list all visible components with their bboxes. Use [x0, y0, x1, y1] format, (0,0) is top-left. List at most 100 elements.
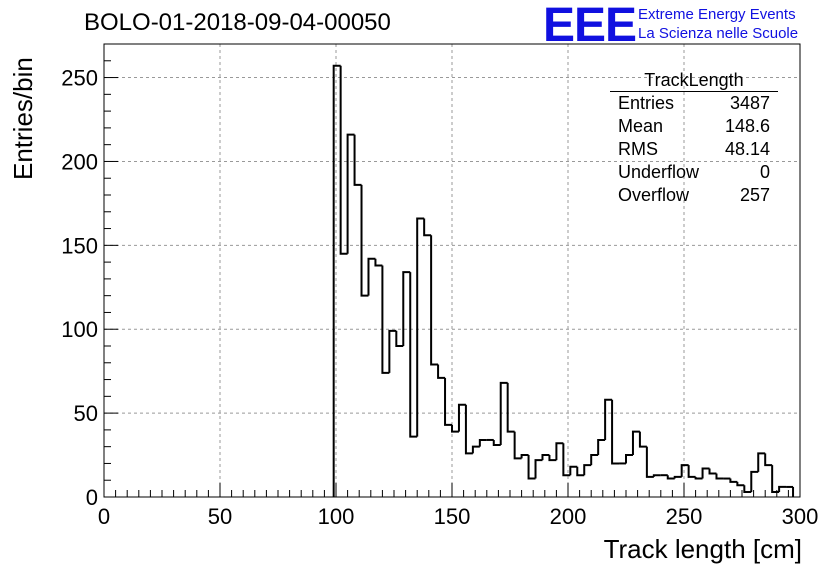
- y-tick-label: 0: [86, 485, 98, 510]
- histogram-bin: [715, 473, 724, 480]
- stats-title: TrackLength: [610, 70, 778, 92]
- histogram-bin: [527, 455, 536, 480]
- histogram-bin: [520, 454, 529, 459]
- stats-row-rms: RMS 48.14: [610, 138, 778, 161]
- histogram-bin: [332, 64, 341, 497]
- histogram-bin: [729, 478, 738, 483]
- histogram-bin: [534, 459, 543, 479]
- stats-value: 0: [759, 162, 770, 182]
- histogram-bin: [555, 442, 564, 461]
- histogram-bin: [444, 377, 452, 426]
- stats-value: 48.14: [724, 139, 770, 159]
- grid-lines: [104, 44, 800, 497]
- histogram-bin: [645, 446, 654, 478]
- histogram-bin: [625, 454, 633, 464]
- histogram-bin: [478, 438, 487, 447]
- histogram-bin: [708, 468, 717, 475]
- run-title: BOLO-01-2018-09-04-00050: [84, 9, 391, 36]
- histogram-bin: [673, 475, 682, 479]
- stats-row-mean: Mean 148.6: [610, 115, 778, 138]
- histogram-bin: [750, 470, 759, 492]
- x-tick-label: 300: [782, 504, 819, 529]
- stats-row-underflow: Underflow 0: [610, 161, 778, 184]
- histogram-bin: [451, 424, 459, 433]
- histogram-bin: [506, 382, 515, 433]
- histogram-bin: [666, 475, 675, 480]
- histogram-bin: [395, 330, 404, 347]
- histogram-bin: [590, 454, 599, 466]
- logo-line-1: Extreme Energy Events: [638, 6, 796, 23]
- histogram-bin: [757, 452, 766, 472]
- histogram-bin: [464, 404, 473, 455]
- stats-label: Overflow: [618, 185, 690, 205]
- x-tick-label: 150: [434, 504, 471, 529]
- histogram-bin: [680, 464, 689, 477]
- y-tick-label: 150: [61, 233, 98, 258]
- histogram-bin: [631, 430, 640, 456]
- histogram-bin: [457, 403, 466, 432]
- y-axis-label: Entries/bin: [8, 57, 38, 180]
- histogram-bin: [638, 431, 647, 448]
- histogram-bin: [576, 466, 585, 477]
- histogram-bin: [604, 398, 613, 440]
- stats-label: RMS: [618, 139, 658, 159]
- histogram-bin: [423, 218, 432, 237]
- stats-row-entries: Entries 3487: [610, 92, 778, 115]
- histogram-bin: [764, 453, 773, 467]
- histogram-bin: [492, 439, 501, 446]
- histogram-bin: [388, 329, 397, 373]
- histogram-bin: [562, 443, 571, 477]
- histogram-bin: [402, 271, 411, 346]
- axis-ticks: [103, 43, 801, 498]
- histogram-bin: [597, 438, 606, 456]
- stats-value: 3487: [729, 93, 770, 113]
- histogram-bin: [694, 476, 703, 480]
- histogram-bin: [360, 184, 369, 297]
- stats-label: Mean: [618, 116, 664, 136]
- histogram-bin: [611, 399, 620, 465]
- x-tick-label: 200: [550, 504, 587, 529]
- histogram-bin: [736, 481, 745, 487]
- y-tick-label: 200: [61, 149, 98, 174]
- histogram-bin: [687, 465, 696, 478]
- stats-label: Entries: [618, 93, 675, 113]
- histogram-bars: [332, 64, 795, 497]
- histogram-bin: [652, 474, 661, 477]
- x-tick-label: 50: [208, 504, 232, 529]
- histogram-bin: [743, 485, 752, 493]
- histogram-bin: [778, 485, 787, 492]
- histogram-bin: [499, 381, 508, 445]
- histogram-bin: [416, 217, 425, 437]
- axis-tick-labels: 0 50 100 150 200 250 300 0 50 100 150 200 250: [61, 66, 818, 529]
- stats-value: 257: [739, 185, 770, 205]
- histogram-bin: [583, 464, 592, 476]
- x-axis-label: Track length [cm]: [603, 534, 802, 564]
- histogram-bin: [346, 133, 355, 254]
- stats-row-overflow: Overflow 257: [610, 184, 778, 207]
- histogram-bin: [541, 454, 550, 461]
- eee-logo: EEE: [543, 0, 637, 52]
- histogram-bin: [339, 65, 348, 255]
- histogram-bin: [771, 465, 780, 493]
- histogram-bin: [569, 465, 578, 476]
- y-tick-label: 250: [61, 66, 98, 91]
- histogram-bin: [367, 257, 376, 296]
- y-tick-label: 50: [74, 401, 98, 426]
- histogram-bin: [353, 134, 362, 186]
- histogram-bin: [381, 265, 390, 374]
- histogram-bin: [701, 467, 710, 479]
- x-tick-label: 100: [318, 504, 355, 529]
- stats-box: TrackLength Entries 3487 Mean 148.6 RMS …: [610, 70, 778, 207]
- histogram-bin: [374, 258, 383, 267]
- y-tick-label: 100: [61, 317, 98, 342]
- histogram-bin: [437, 364, 446, 379]
- histogram-bin: [471, 445, 480, 454]
- histogram-bin: [430, 235, 439, 366]
- logo-line-2: La Scienza nelle Scuole: [638, 25, 799, 42]
- stats-label: Underflow: [618, 162, 700, 182]
- x-tick-label: 250: [666, 504, 703, 529]
- x-tick-label: 0: [98, 504, 110, 529]
- stats-value: 148.6: [724, 116, 770, 136]
- histogram-bin: [409, 272, 418, 438]
